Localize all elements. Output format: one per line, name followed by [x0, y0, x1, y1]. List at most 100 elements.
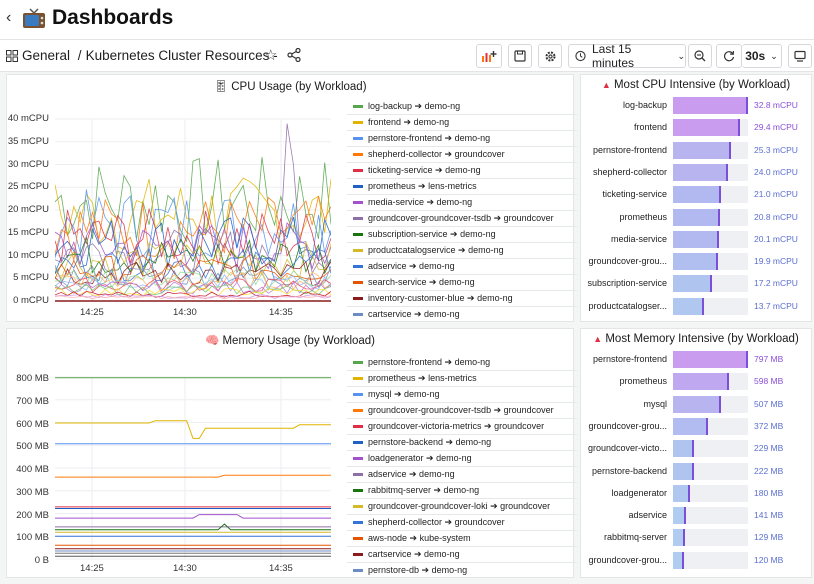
- save-dashboard-button[interactable]: [508, 44, 532, 68]
- refresh-interval-picker[interactable]: 30s ⌄: [742, 44, 782, 68]
- legend-item[interactable]: adservice ➔ demo-ng: [347, 259, 577, 275]
- bar-row: groundcover-victo... 229 MB: [581, 438, 813, 460]
- bar-row: mysql 507 MB: [581, 394, 813, 416]
- bar-value: 180 MB: [754, 487, 784, 498]
- legend-item[interactable]: productcatalogservice ➔ demo-ng: [347, 243, 577, 259]
- legend-item[interactable]: adservice ➔ demo-ng: [347, 467, 577, 483]
- bar-fill: [673, 373, 730, 391]
- legend-swatch: [353, 297, 363, 300]
- bar-fill: [673, 208, 721, 226]
- legend-item[interactable]: frontend ➔ demo-ng: [347, 115, 577, 131]
- bar-label: productcatalogser...: [588, 300, 667, 311]
- bar-fill: [673, 551, 685, 569]
- bar-track: [673, 529, 748, 547]
- bar-label: adservice: [628, 510, 667, 521]
- share-icon[interactable]: [287, 48, 301, 62]
- legend-item[interactable]: inventory-customer-blue ➔ demo-ng: [347, 291, 577, 307]
- bar-label: mysql: [643, 398, 667, 409]
- tv-mode-button[interactable]: [788, 44, 812, 68]
- legend-item[interactable]: search-service ➔ demo-ng: [347, 275, 577, 291]
- bar-label: ticketing-service: [602, 189, 667, 200]
- breadcrumb-dashboard: Kubernetes Cluster Resources -: [85, 48, 278, 63]
- bar-label: groundcover-grou...: [588, 420, 667, 431]
- bar-label: subscription-service: [587, 278, 667, 289]
- time-range-picker[interactable]: Last 15 minutes ⌄: [568, 42, 686, 70]
- bar-label: pernstore-frontend: [592, 354, 667, 364]
- legend-label: inventory-customer-blue ➔ demo-ng: [368, 293, 513, 303]
- dashboard-settings-button[interactable]: [538, 44, 562, 68]
- zoom-out-icon: [694, 50, 706, 62]
- chevron-left-icon[interactable]: ‹: [6, 9, 12, 26]
- legend-item[interactable]: prometheus ➔ lens-metrics: [347, 179, 577, 195]
- bar-value: 13.7 mCPU: [754, 300, 798, 311]
- mem-y-tick: 800 MB: [16, 373, 49, 384]
- cpu-y-tick: 20 mCPU: [7, 204, 49, 215]
- legend-label: pernstore-backend ➔ demo-ng: [368, 437, 492, 447]
- bar-row: groundcover-grou... 120 MB: [581, 550, 813, 572]
- cpu-series-line: [55, 207, 331, 266]
- bar-row: ticketing-service 21.0 mCPU: [581, 184, 813, 206]
- bar-label: loadgenerator: [611, 487, 667, 498]
- bar-label: pernstore-backend: [591, 465, 667, 476]
- legend-item[interactable]: prometheus ➔ lens-metrics: [347, 371, 577, 387]
- bar-row: productcatalogser... 13.7 mCPU: [581, 296, 813, 318]
- legend-item[interactable]: cartservice ➔ demo-ng: [347, 307, 577, 319]
- page-header: ‹ Dashboards: [0, 0, 814, 40]
- red-triangle-icon: ▲: [593, 334, 603, 344]
- legend-label: aws-node ➔ kube-system: [368, 533, 471, 543]
- legend-item[interactable]: rabbitmq-server ➔ demo-ng: [347, 483, 577, 499]
- legend-item[interactable]: groundcover-groundcover-tsdb ➔ groundcov…: [347, 211, 577, 227]
- bar-value: 222 MB: [754, 465, 784, 476]
- legend-item[interactable]: subscription-service ➔ demo-ng: [347, 227, 577, 243]
- legend-item[interactable]: pernstore-backend ➔ demo-ng: [347, 435, 577, 451]
- bar-row: media-service 20.1 mCPU: [581, 229, 813, 251]
- bar-fill: [673, 253, 719, 271]
- legend-item[interactable]: log-backup ➔ demo-ng: [347, 99, 577, 115]
- bar-fill: [673, 507, 687, 525]
- bar-track: [673, 484, 748, 502]
- legend-item[interactable]: groundcover-groundcover-tsdb ➔ groundcov…: [347, 403, 577, 419]
- zoom-out-button[interactable]: [688, 44, 712, 68]
- legend-item[interactable]: pernstore-db ➔ demo-ng: [347, 563, 577, 575]
- legend-item[interactable]: pernstore-frontend ➔ demo-ng: [347, 355, 577, 371]
- legend-label: mysql ➔ demo-ng: [368, 389, 440, 399]
- legend-swatch: [353, 169, 363, 172]
- cpu-series-line: [55, 287, 331, 297]
- star-icon[interactable]: ☆: [264, 47, 278, 64]
- bar-value: 229 MB: [754, 443, 784, 454]
- bar-label: prometheus: [619, 376, 667, 387]
- legend-item[interactable]: mysql ➔ demo-ng: [347, 387, 577, 403]
- bar-fill: [673, 119, 740, 137]
- legend-item[interactable]: groundcover-victoria-metrics ➔ groundcov…: [347, 419, 577, 435]
- cpu-legend: log-backup ➔ demo-ng frontend ➔ demo-ng pe…: [347, 99, 577, 319]
- bar-label: pernstore-frontend: [592, 144, 667, 155]
- add-panel-icon: [482, 51, 497, 62]
- legend-item[interactable]: media-service ➔ demo-ng: [347, 195, 577, 211]
- breadcrumb: General / Kubernetes Cluster Resources -: [22, 48, 282, 63]
- legend-item[interactable]: pernstore-frontend ➔ demo-ng: [347, 131, 577, 147]
- legend-item[interactable]: ticketing-service ➔ demo-ng: [347, 163, 577, 179]
- cpu-y-tick: 5 mCPU: [13, 272, 49, 284]
- legend-item[interactable]: groundcover-groundcover-loki ➔ groundcov…: [347, 499, 577, 515]
- legend-item[interactable]: aws-node ➔ kube-system: [347, 531, 577, 547]
- legend-item[interactable]: shepherd-collector ➔ groundcover: [347, 147, 577, 163]
- legend-item[interactable]: loadgenerator ➔ demo-ng: [347, 451, 577, 467]
- legend-item[interactable]: cartservice ➔ demo-ng: [347, 547, 577, 563]
- mem-x-tick: 14:25: [80, 563, 104, 574]
- cpu-usage-chart: [55, 118, 331, 302]
- legend-item[interactable]: shepherd-collector ➔ groundcover: [347, 515, 577, 531]
- mem-y-tick: 500 MB: [16, 441, 49, 453]
- bar-row: pernstore-backend 222 MB: [581, 461, 813, 483]
- refresh-button[interactable]: [716, 44, 742, 68]
- legend-label: loadgenerator ➔ demo-ng: [368, 453, 472, 463]
- breadcrumb-folder[interactable]: General: [22, 48, 71, 63]
- bar-fill: [673, 186, 721, 204]
- legend-label: prometheus ➔ lens-metrics: [368, 373, 477, 383]
- add-panel-button[interactable]: [476, 44, 502, 68]
- bar-value: 20.8 mCPU: [754, 211, 798, 222]
- bar-label: shepherd-collector: [592, 166, 667, 177]
- cpu-usage-title: 🎚 CPU Usage (by Workload): [213, 81, 367, 93]
- legend-swatch: [353, 233, 363, 236]
- cpu-y-tick: 40 mCPU: [7, 113, 49, 124]
- legend-swatch: [353, 505, 363, 508]
